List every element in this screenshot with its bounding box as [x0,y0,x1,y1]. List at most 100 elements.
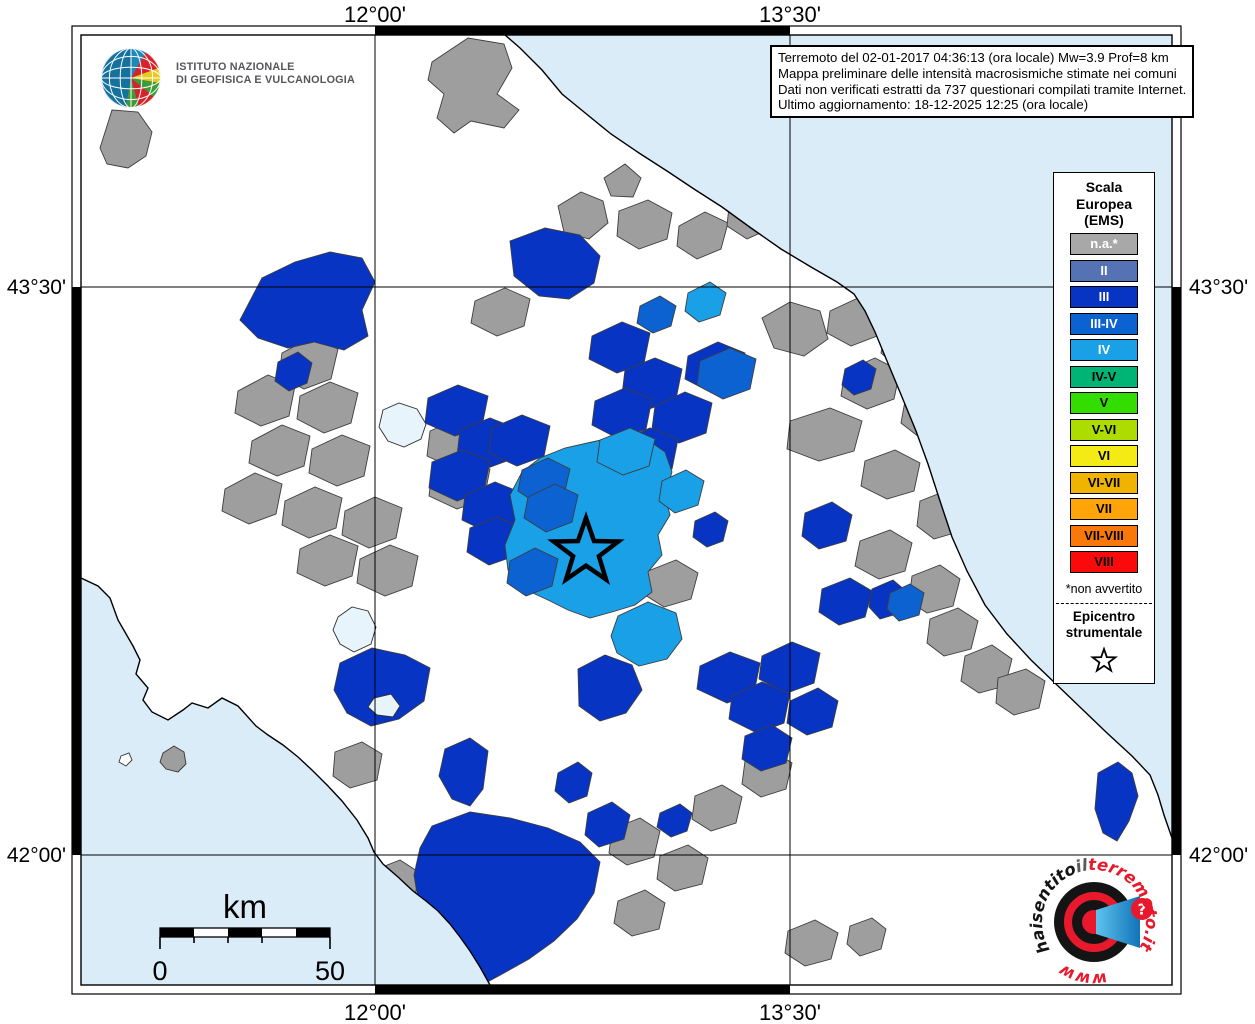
lake-bolsena [332,606,377,653]
municipality-polygon-na [296,381,359,434]
coastline [504,35,1172,839]
municipality-polygon-iii [591,387,653,440]
map-area: km 0 50 [81,35,1172,986]
coastline [81,577,491,985]
municipality-polygon-na [926,607,979,657]
lat-label-right: 43°30' [1189,276,1249,299]
lat-label-left: 43°30' [6,276,66,299]
municipality-polygon-iii [333,647,431,727]
municipality-polygon-na [234,374,296,427]
municipality-polygon-iii [801,501,853,550]
legend-item-III-IV: III-IV [1070,312,1138,335]
municipality-polygon-iii_iv [636,295,677,334]
municipality-polygon-na [221,472,283,525]
ingv-institute-name: ISTITUTO NAZIONALE DI GEOFISICA E VULCAN… [176,61,355,87]
municipality-polygon-na [296,534,359,587]
municipality-polygon-iii [818,577,873,626]
ingv-name-line2: DI GEOFISICA E VULCANOLOGIA [176,74,355,86]
intensity-legend: Scala Europea (EMS) n.a.* II III III-IV IV IV-V V… [1053,172,1155,684]
scale-bar-start: 0 [152,956,167,986]
municipality-polygon-na [332,741,383,789]
municipality-polygon-iii_iv [523,483,579,533]
municipality-polygon-iii [728,681,791,734]
lake-vico [367,693,401,718]
municipality-polygon-iii_iv [886,583,925,622]
legend-item-V-VI: V-VI [1070,418,1138,441]
info-line-4: Ultimo aggiornamento: 18-12-2025 12:25 (… [778,97,1089,113]
legend-title: (EMS) [1084,212,1124,228]
municipality-polygon-na [860,449,921,500]
municipality-polygon-iii [584,801,631,848]
lon-label-bottom: 12°00' [344,1000,406,1024]
info-line-2: Mappa preliminare delle intensità macros… [778,65,1177,81]
legend-item-IV: IV [1070,339,1138,361]
municipality-polygon-iv [684,281,727,323]
lon-label-top: 12°00' [344,2,406,27]
earthquake-info-box: Terremoto del 02-01-2017 04:36:13 (ora l… [770,45,1195,119]
municipality-polygon-iii [438,737,489,807]
legend-item-VII: VII [1070,498,1138,520]
municipality-polygon-na [846,917,887,957]
municipality-polygon-iii [841,359,877,396]
lon-label-top: 13°30' [759,2,821,27]
legend-epicenter-label: strumentale [1065,625,1143,640]
lat-label-left: 42°00' [6,844,66,867]
municipality-polygon-iii [741,724,793,772]
legend-item-VI: VI [1070,445,1138,467]
legend-epicenter-label: Epicentro [1072,609,1136,624]
legend-title: Scala [1085,179,1123,195]
ingv-globe-logo-icon [101,48,161,108]
municipality-polygon-na [656,844,709,892]
municipality-polygon-na [786,407,863,462]
legend-separator [1056,603,1152,604]
municipality-polygon-na [281,486,343,539]
legend-item-VIII: VIII [1070,551,1138,573]
lon-label-bottom: 13°30' [759,1000,821,1024]
municipality-polygon-iii [509,227,601,300]
island-polygon [159,745,187,773]
municipality-polygon-na [248,424,311,477]
legend-item-VII-VIII: VII-VIII [1070,524,1138,547]
info-line-1: Terremoto del 02-01-2017 04:36:13 (ora l… [778,50,1169,65]
epicenter-star-icon [547,511,625,586]
legend-item-V: V [1070,392,1138,414]
legend-item-VI-VII: VI-VII [1070,471,1138,494]
municipality-polygon-iii [1094,761,1139,842]
municipality-polygon-na [613,889,666,937]
legend-item-IV-V: IV-V [1070,365,1138,388]
lake-trasimeno [378,402,427,448]
sea-adriatic [505,35,1172,838]
municipality-polygon-iii [786,687,839,736]
municipality-polygon-na [676,211,729,260]
municipality-polygon-iii [239,251,376,351]
question-mark-icon: ? [1138,901,1147,919]
municipality-polygon-iv [596,427,656,476]
municipality-polygon-na [995,668,1046,716]
ingv-name-line1: ISTITUTO NAZIONALE [176,61,295,73]
municipality-polygon-na [356,544,419,597]
legend-item-n.a.*: n.a.* [1070,233,1138,255]
municipality-polygon-na [784,919,839,967]
municipality-polygon-iii [656,803,693,838]
municipality-polygon-na [308,434,371,487]
municipality-polygon-iii [692,511,729,548]
municipality-polygon-na [99,109,153,169]
municipality-polygon-na [427,37,520,134]
legend-epicenter-star-icon [1090,646,1118,673]
municipality-polygon-iii [274,351,313,392]
municipality-polygon-na [603,163,642,198]
scale-bar: km 0 50 [152,888,345,986]
island-polygon [118,752,133,767]
legend-footnote: *non avvertito [1065,582,1143,596]
haisentitoilterremoto-logo-icon: ? haisentitoilterremoto.it www. [1022,852,1161,989]
lat-label-right: 42°00' [1189,844,1249,867]
municipality-polygon-iv [610,601,683,667]
scale-bar-unit: km [223,888,267,925]
sea-tyrrhenian [81,578,490,985]
megaphone-icon [1096,896,1140,948]
municipality-polygon-na [691,784,743,832]
municipality-polygon-na [470,287,531,337]
municipality-polygon-iii_iv [506,547,559,597]
